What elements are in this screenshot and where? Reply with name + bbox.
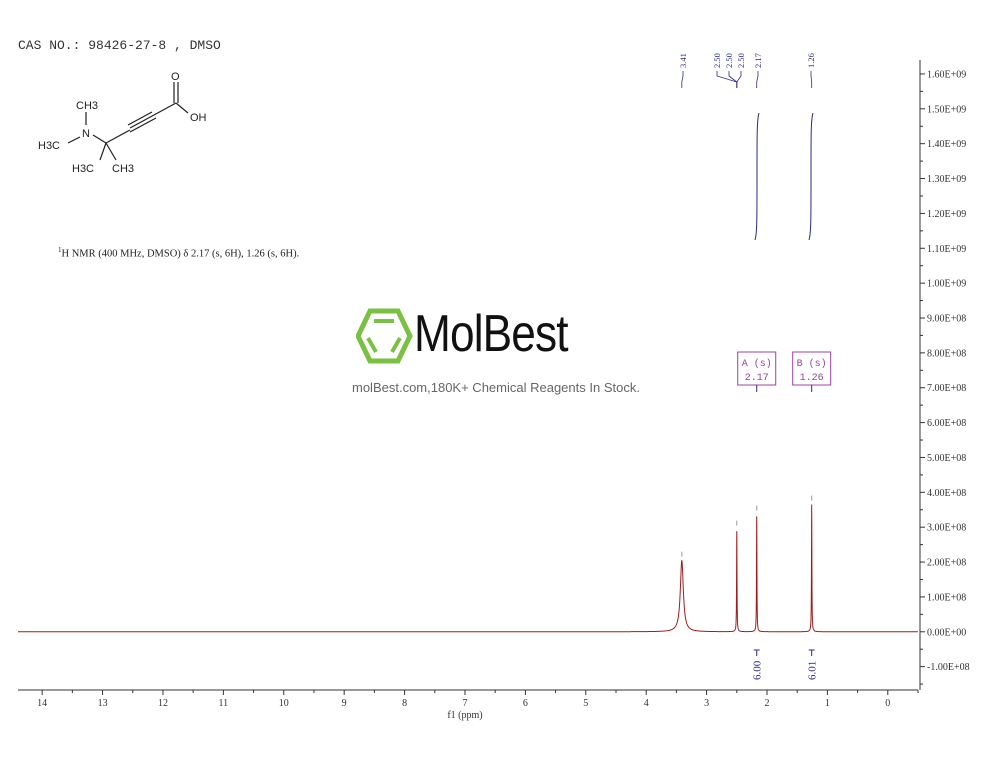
nmr-description: 1H NMR (400 MHz, DMSO) δ 2.17 (s, 6H), 1…: [58, 246, 299, 260]
x-tick-label: 7: [462, 698, 467, 709]
x-tick-label: 0: [885, 698, 890, 709]
peak-label-leader: [681, 71, 684, 88]
y-tick-label: 2.00E+08: [927, 558, 966, 569]
peak-label: 2.50: [712, 53, 722, 68]
atom-label: CH3: [76, 100, 98, 112]
watermark-tagline: molBest.com,180K+ Chemical Reagents In S…: [352, 380, 640, 395]
y-tick-label: 0.00E+00: [927, 627, 966, 638]
x-tick-label: 4: [644, 698, 649, 709]
spectrum-line: [18, 504, 918, 633]
isotope-superscript: 1: [58, 246, 62, 254]
y-tick-label: 9.00E+08: [927, 313, 966, 324]
peak-label: 3.41: [678, 53, 688, 68]
y-tick-label: 3.00E+08: [927, 523, 966, 534]
atom-label: N: [82, 128, 90, 140]
y-tick-label: 4.00E+08: [927, 488, 966, 499]
atom-label: H3C: [72, 163, 94, 175]
peak-label-leader: [728, 71, 738, 88]
atom-label: OH: [190, 112, 207, 124]
y-tick-label: 1.40E+09: [927, 139, 966, 150]
integral-curve: [754, 112, 760, 241]
peak-label-leader: [736, 71, 742, 88]
x-tick-label: 1: [825, 698, 830, 709]
multiplet-shift: 1.26: [800, 373, 824, 384]
x-tick-label: 8: [402, 698, 407, 709]
peak-label-leader: [756, 71, 759, 88]
cas-header: CAS NO.: 98426-27-8 , DMSO: [18, 38, 221, 53]
y-tick-label: 1.00E+09: [927, 279, 966, 290]
y-tick-label: 1.60E+09: [927, 69, 966, 80]
multiplet-label: A (s): [742, 358, 772, 370]
y-tick-label: 1.30E+09: [927, 174, 966, 185]
atom-label: O: [171, 71, 180, 83]
x-tick-label: 10: [279, 698, 289, 709]
y-tick-label: 7.00E+08: [927, 383, 966, 394]
y-tick-label: 1.10E+09: [927, 244, 966, 255]
x-tick-label: 9: [342, 698, 347, 709]
chemical-structure: CH3 H3C N H3C CH3 O OH: [38, 71, 207, 175]
molbest-logo-icon: [356, 308, 413, 364]
y-tick-label: 1.50E+09: [927, 104, 966, 115]
x-tick-label: 11: [219, 698, 229, 709]
x-tick-label: 3: [704, 698, 709, 709]
peak-label-leader: [810, 71, 813, 88]
y-tick-label: 1.00E+08: [927, 592, 966, 603]
integral-value: 6.01: [807, 661, 819, 680]
integral-value: 6.00: [752, 660, 764, 680]
peak-label: 1.26: [806, 53, 816, 68]
x-axis-label: f1 (ppm): [447, 710, 482, 721]
atom-label: H3C: [38, 140, 60, 152]
x-tick-label: 6: [523, 698, 528, 709]
y-tick-label: 5.00E+08: [927, 453, 966, 464]
integral-curve: [808, 112, 814, 241]
multiplet-label: B (s): [797, 358, 827, 370]
x-tick-label: 13: [98, 698, 108, 709]
x-tick-label: 14: [37, 698, 47, 709]
x-tick-label: 2: [764, 698, 769, 709]
multiplet-shift: 2.17: [745, 373, 769, 384]
peak-label: 2.50: [724, 53, 734, 68]
y-tick-label: 6.00E+08: [927, 418, 966, 429]
nmr-description-text: H NMR (400 MHz, DMSO) δ 2.17 (s, 6H), 1.…: [61, 248, 300, 260]
x-tick-label: 12: [158, 698, 168, 709]
y-tick-label: 1.20E+09: [927, 209, 966, 220]
peak-label: 2.50: [736, 53, 746, 68]
y-tick-label: -1.00E+08: [927, 662, 970, 673]
atom-label: CH3: [112, 163, 134, 175]
watermark-brand: MolBest: [414, 305, 569, 363]
y-tick-label: 8.00E+08: [927, 348, 966, 359]
peak-label: 2.17: [753, 53, 763, 68]
x-tick-label: 5: [583, 698, 588, 709]
